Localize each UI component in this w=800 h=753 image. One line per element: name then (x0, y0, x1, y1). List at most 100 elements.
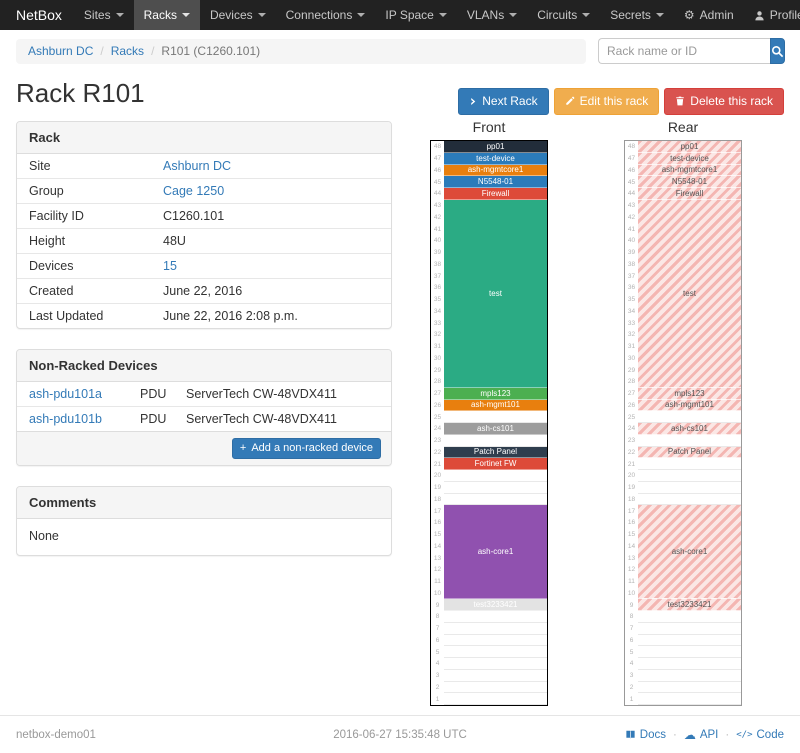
rack-device[interactable]: pp01 (638, 141, 741, 153)
rack-front-frame: 48 47 46 45 44 43 42 41 40 39 38 37 36 35 34 33 32 31 30 29… (430, 140, 548, 706)
unit-number: 34 (627, 307, 636, 315)
rack-device[interactable]: pp01 (444, 141, 547, 153)
unit-number: 11 (434, 578, 441, 586)
rack-device[interactable]: Patch Panel (444, 446, 547, 459)
rack-device[interactable]: ash-core1 (444, 505, 547, 600)
rack-device[interactable]: ash-cs101 (444, 423, 547, 435)
device-name: N5548-01 (671, 177, 708, 187)
rack-device[interactable]: mpls123 (638, 387, 741, 400)
rack-device[interactable]: test3233421 (638, 599, 741, 611)
nav-item-circuits[interactable]: Circuits (527, 0, 600, 30)
rack-unit-empty (638, 693, 741, 705)
unit-number: 37 (627, 272, 636, 280)
app-brand[interactable]: NetBox (16, 7, 62, 23)
attribute-value: C1260.101 (163, 209, 225, 223)
attribute-value: Ashburn DC (163, 159, 379, 173)
device-name: ash-mgmt101 (471, 400, 520, 410)
device-name: Patch Panel (473, 447, 518, 457)
unit-numbers: 48 47 46 45 44 43 42 41 40 39 38 37 36 35 34 33 32 31 30 29… (625, 141, 638, 705)
delete-rack-button[interactable]: Delete this rack (664, 88, 784, 115)
nav-item-label: Secrets (610, 8, 651, 22)
unit-number: 23 (433, 437, 442, 445)
rack-front-column: Front 48 47 46 45 44 43 42 41 40 39 38 37 36 35 34 33 32… (430, 119, 548, 706)
device-name: test3233421 (667, 600, 712, 610)
device-role: PDU (140, 412, 167, 426)
nav-item-ip-space[interactable]: IP Space (375, 0, 456, 30)
rack-device[interactable]: ash-cs101 (638, 423, 741, 435)
rack-device[interactable]: ash-mgmt101 (444, 399, 547, 412)
rack-device[interactable]: test (444, 199, 547, 388)
device-name: mpls123 (480, 388, 511, 398)
unit-number: 31 (433, 343, 442, 351)
device-link[interactable]: ash-pdu101a (29, 387, 102, 401)
rack-device[interactable]: test (638, 199, 741, 388)
add-non-racked-device-button[interactable]: + Add a non-racked device (231, 438, 381, 460)
rack-device[interactable]: N5548-01 (638, 176, 741, 188)
nav-item-connections[interactable]: Connections (276, 0, 376, 30)
attribute-link[interactable]: 15 (163, 259, 177, 273)
docs-link[interactable]: Docs (625, 729, 666, 741)
device-link[interactable]: ash-pdu101b (29, 412, 102, 426)
nav-item-vlans[interactable]: VLANs (457, 0, 527, 30)
separator-dot: · (673, 728, 677, 741)
unit-number: 48 (433, 143, 442, 151)
nav-item-devices[interactable]: Devices (200, 0, 276, 30)
footer-link-label: API (699, 728, 719, 741)
unit-number: 35 (627, 296, 636, 304)
next-rack-button[interactable]: Next Rack (458, 88, 549, 115)
breadcrumb-item[interactable]: Ashburn DC (28, 44, 94, 58)
panel-title: Comments (17, 487, 391, 520)
device-type: ServerTech CW-48VDX411 (186, 412, 337, 426)
nav-item-profile[interactable]: Profile (744, 0, 800, 30)
nav-item-label: Profile (769, 8, 800, 22)
rack-unit-empty (638, 458, 741, 470)
unit-number: 4 (629, 660, 634, 668)
unit-number: 45 (433, 178, 442, 186)
rack-device[interactable]: N5548-01 (444, 176, 547, 188)
breadcrumb-item: R101 (C1260.101) (161, 44, 261, 58)
unit-number: 12 (627, 566, 636, 574)
edit-rack-button[interactable]: Edit this rack (553, 88, 660, 115)
rack-device[interactable]: test3233421 (444, 599, 547, 611)
rack-device[interactable]: test-device (638, 152, 741, 165)
device-name: Fortinet FW (474, 459, 517, 469)
code-link[interactable]: </> Code (736, 729, 784, 741)
rack-device[interactable]: Fortinet FW (444, 458, 547, 470)
breadcrumb: Ashburn DC / Racks / R101 (C1260.101) (16, 38, 586, 64)
breadcrumb-item[interactable]: Racks (110, 44, 145, 58)
unit-number: 46 (627, 166, 636, 174)
nav-item-label: Devices (209, 8, 253, 22)
nav-item-admin[interactable]: ⚙ Admin (674, 0, 744, 30)
nav-item-racks[interactable]: Racks (133, 0, 200, 30)
attribute-link[interactable]: Cage 1250 (163, 184, 225, 198)
unit-number: 41 (627, 225, 636, 233)
navbar-menu: Sites Racks Devices Connections IP Space VLAN… (74, 0, 674, 30)
unit-number: 44 (627, 190, 636, 198)
rack-unit-empty (444, 470, 547, 482)
search-button[interactable] (770, 38, 785, 64)
footer-link-label: Docs (639, 728, 666, 741)
rack-device[interactable]: ash-mgmt101 (638, 399, 741, 412)
rack-device[interactable]: ash-core1 (638, 505, 741, 600)
attribute-link[interactable]: Ashburn DC (163, 159, 232, 173)
unit-number: 8 (629, 613, 634, 621)
device-name: ash-cs101 (477, 423, 514, 433)
nav-item-sites[interactable]: Sites (74, 0, 134, 30)
rack-attribute-row: Height 48U (17, 228, 391, 253)
rack-unit-empty (638, 481, 741, 494)
page-footer: netbox-demo01 2016-06-27 15:35:48 UTC Do… (0, 715, 800, 753)
unit-number: 5 (435, 648, 440, 656)
rack-device[interactable]: ash-mgmtcore1 (444, 164, 547, 177)
nav-item-secrets[interactable]: Secrets (600, 0, 674, 30)
api-link[interactable]: ☁ API (684, 729, 719, 741)
device-name: ash-core1 (671, 547, 708, 557)
rack-device[interactable]: ash-mgmtcore1 (638, 164, 741, 177)
search-input[interactable] (598, 38, 770, 64)
rack-device[interactable]: Patch Panel (638, 446, 741, 459)
rack-device[interactable]: mpls123 (444, 387, 547, 400)
rack-device[interactable]: test-device (444, 152, 547, 165)
rack-device[interactable]: Firewall (638, 188, 741, 200)
rack-device[interactable]: Firewall (444, 188, 547, 200)
device-role: PDU (140, 387, 167, 401)
unit-number: 24 (627, 425, 636, 433)
